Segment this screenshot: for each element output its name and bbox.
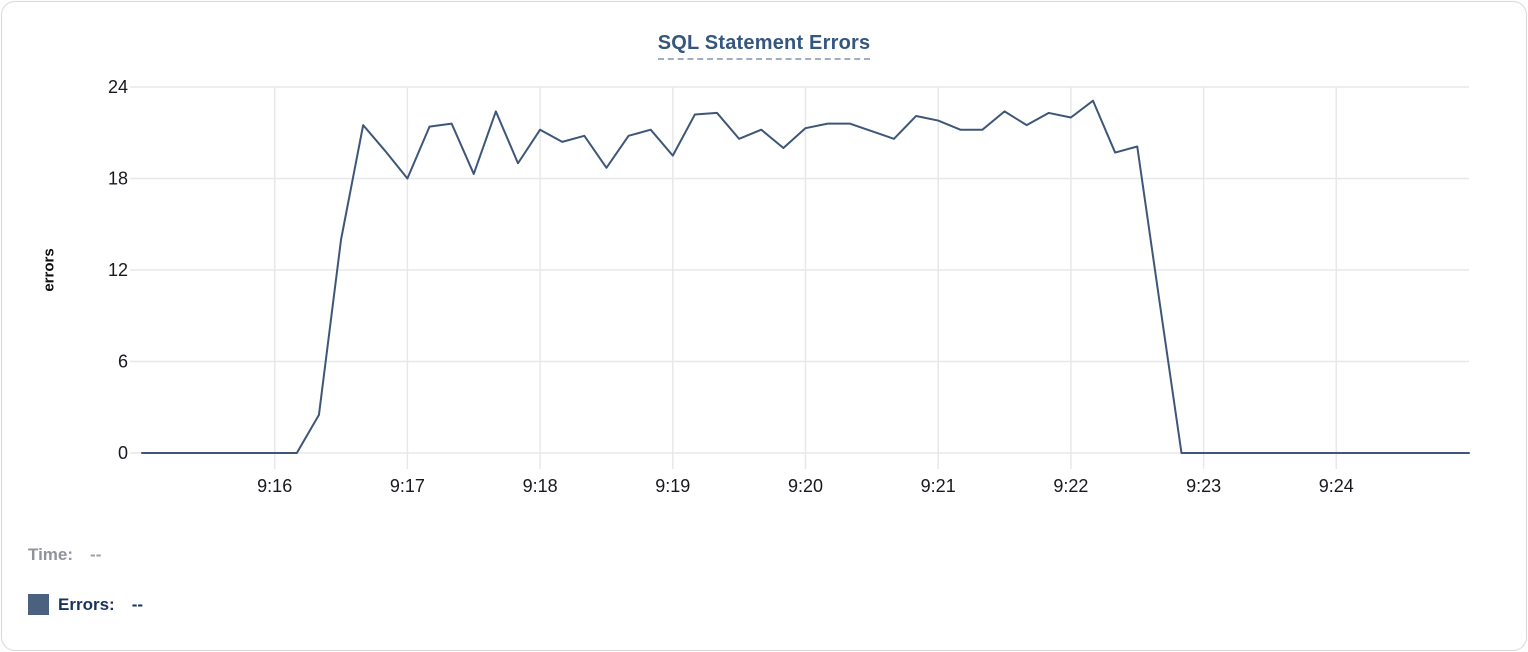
- errors-readout-row: Errors: --: [28, 593, 143, 616]
- errors-line-chart-plot[interactable]: 0 6 12 18 24 9:16 9:17 9:18 9:19 9:20 9:21 9:22 9:23…: [2, 2, 1527, 522]
- chart-title[interactable]: SQL Statement Errors: [657, 32, 871, 60]
- y-tick-label: 0: [118, 443, 128, 463]
- x-tick-label: 9:18: [523, 476, 558, 496]
- x-tick-label: 9:20: [788, 476, 823, 496]
- tooltip-readout-panel: Time: -- Errors: --: [28, 543, 143, 616]
- x-tick-label: 9:17: [390, 476, 425, 496]
- x-tick-label: 9:24: [1319, 476, 1354, 496]
- x-tick-label: 9:23: [1186, 476, 1221, 496]
- errors-label: Errors:: [58, 594, 115, 614]
- time-value: --: [90, 544, 102, 564]
- y-tick-label: 18: [108, 169, 128, 189]
- time-readout-row: Time: --: [28, 543, 143, 566]
- y-tick-label: 12: [108, 260, 128, 280]
- x-tick-label: 9:19: [655, 476, 690, 496]
- y-axis-title: errors: [40, 248, 58, 292]
- time-label: Time:: [28, 544, 74, 564]
- chart-header: SQL Statement Errors: [2, 32, 1526, 60]
- errors-series-line[interactable]: [141, 99, 1470, 454]
- errors-series-swatch: [28, 594, 49, 615]
- y-tick-label: 24: [108, 77, 128, 97]
- errors-value: --: [131, 594, 144, 614]
- x-tick-label: 9:16: [257, 476, 292, 496]
- x-tick-label: 9:21: [921, 476, 956, 496]
- y-tick-label: 6: [118, 352, 128, 372]
- x-tick-label: 9:22: [1053, 476, 1088, 496]
